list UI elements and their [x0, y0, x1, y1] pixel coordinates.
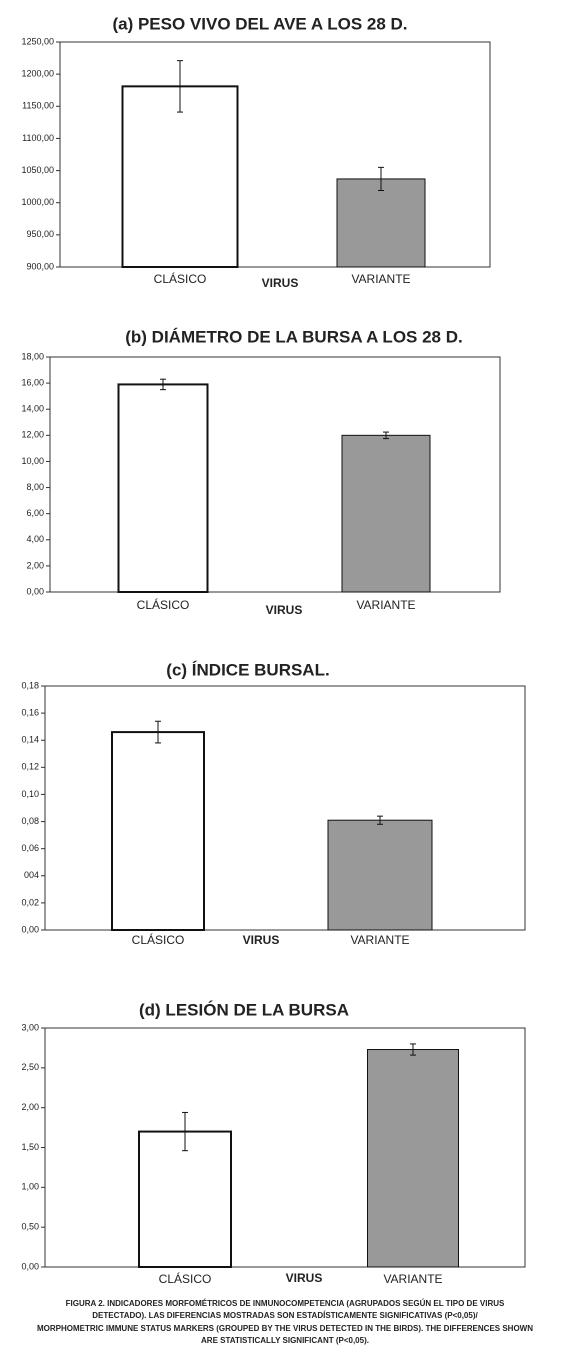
bar	[341, 434, 431, 593]
chart-title: (a) PESO VIVO DEL AVE A LOS 28 D.	[112, 14, 407, 33]
y-tick-label: 16,00	[21, 377, 44, 387]
bar	[367, 1049, 459, 1268]
y-tick-label: 18,00	[21, 351, 44, 361]
y-tick-label: 2,00	[21, 1102, 39, 1112]
y-tick-label: 0,00	[21, 924, 39, 934]
x-tick-label: VARIANTE	[350, 933, 409, 947]
y-tick-label: 1100,00	[22, 133, 54, 143]
y-tick-label: 0,08	[21, 816, 39, 826]
chart-title: (c) ÍNDICE BURSAL.	[166, 660, 329, 679]
x-tick-label: VARIANTE	[351, 272, 410, 286]
x-tick-label: CLÁSICO	[137, 597, 190, 612]
y-tick-label: 0,18	[21, 680, 39, 690]
x-tick-label: CLÁSICO	[132, 932, 185, 947]
y-tick-label: 1150,00	[22, 101, 54, 111]
plot-area	[59, 41, 491, 268]
y-tick-label: 10,00	[21, 456, 44, 466]
x-axis-label: VIRUS	[266, 603, 303, 617]
x-tick-label: VARIANTE	[356, 598, 415, 612]
x-tick-label: CLÁSICO	[154, 271, 207, 286]
bar	[336, 178, 426, 268]
bar	[111, 731, 205, 931]
bar	[138, 1130, 232, 1268]
caption: FIGURA 2. INDICADORES MORFOMÉTRICOS DE I…	[66, 1299, 505, 1308]
y-tick-label: 4,00	[26, 534, 44, 544]
y-tick-label: 1050,00	[21, 165, 54, 175]
y-tick-label: 2,00	[26, 560, 44, 570]
chart-title: (d) LESIÓN DE LA BURSA	[139, 1000, 349, 1019]
plot-area	[44, 685, 526, 931]
y-tick-label: 0,00	[26, 586, 44, 596]
y-tick-label: 1200,00	[21, 69, 54, 79]
x-axis-label: VIRUS	[262, 276, 299, 290]
x-tick-label: CLÁSICO	[159, 1271, 212, 1286]
x-axis-label: VIRUS	[286, 1271, 323, 1285]
y-tick-label: 0,00	[21, 1261, 39, 1271]
y-tick-label: 0,02	[21, 897, 39, 907]
caption: ARE STATISTICALLY SIGNIFICANT (P<0,05).	[201, 1336, 369, 1345]
y-tick-label: 1,00	[21, 1182, 39, 1192]
chart-title: (b) DIÁMETRO DE LA BURSA A LOS 28 D.	[125, 327, 463, 346]
bar	[121, 85, 239, 268]
y-tick-label: 8,00	[26, 482, 44, 492]
bar	[327, 819, 433, 931]
y-tick-label: 3,00	[21, 1022, 39, 1032]
y-tick-label: 6,00	[26, 508, 44, 518]
x-tick-label: VARIANTE	[383, 1272, 442, 1286]
y-tick-label: 2,50	[21, 1062, 39, 1072]
y-tick-label: 004	[24, 870, 39, 880]
caption: MORPHOMETRIC IMMUNE STATUS MARKERS (GROU…	[37, 1324, 533, 1333]
bar	[117, 383, 209, 593]
plot-area	[49, 356, 501, 593]
x-axis-label: VIRUS	[243, 933, 280, 947]
y-tick-label: 0,06	[21, 843, 39, 853]
y-tick-label: 1000,00	[21, 197, 54, 207]
y-tick-label: 14,00	[21, 404, 44, 414]
y-tick-label: 1,50	[21, 1142, 39, 1152]
y-tick-label: 0,10	[21, 789, 39, 799]
y-tick-label: 900,00	[26, 261, 54, 271]
y-tick-label: 0,16	[21, 707, 39, 717]
y-tick-label: 0,14	[21, 735, 39, 745]
y-tick-label: 1250,00	[21, 36, 54, 46]
caption: DETECTADO). LAS DIFERENCIAS MOSTRADAS SO…	[92, 1311, 478, 1320]
y-tick-label: 950,00	[26, 229, 54, 239]
y-tick-label: 0,50	[21, 1222, 39, 1232]
y-tick-label: 12,00	[21, 430, 44, 440]
y-tick-label: 0,12	[21, 762, 39, 772]
